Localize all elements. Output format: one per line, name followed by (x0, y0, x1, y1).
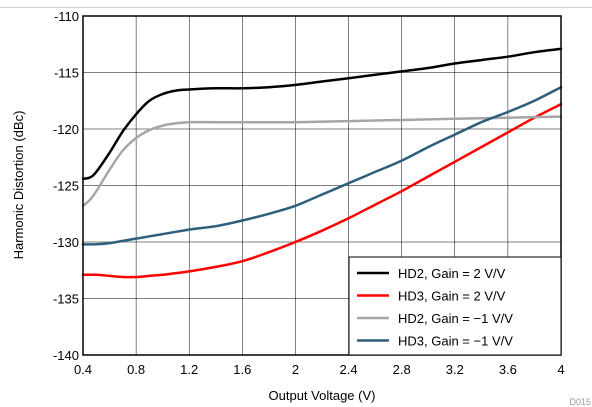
x-tick-label: 2.4 (340, 362, 358, 377)
legend: HD2, Gain = 2 V/V HD3, Gain = 2 V/V HD2, G… (348, 256, 562, 356)
y-axis-ticks: -140 -135 -130 -125 -120 -115 -110 (53, 9, 79, 363)
y-tick-label: -140 (53, 348, 79, 363)
x-tick-label: 1.2 (180, 362, 198, 377)
legend-label-2: HD3, Gain = 2 V/V (398, 289, 506, 304)
x-tick-label: 1.6 (233, 362, 251, 377)
plot-area-frame (82, 15, 562, 356)
series-lines (81, 47, 563, 279)
x-tick-label: 3.6 (499, 362, 517, 377)
series-line-4 (81, 85, 563, 246)
x-tick-label: 0.4 (74, 362, 92, 377)
x-tick-label: 2 (292, 362, 299, 377)
y-tick-label: -115 (54, 66, 79, 81)
series-line-1 (81, 47, 563, 180)
x-axis-ticks: 0.4 0.8 1.2 1.6 2 2.4 2.8 3.2 3.6 4 (74, 362, 565, 377)
x-tick-label: 3.2 (446, 362, 464, 377)
y-tick-label: -130 (53, 235, 79, 250)
x-tick-label: 2.8 (393, 362, 411, 377)
y-axis-title: Harmonic Distortion (dBc) (11, 111, 26, 260)
series-line-2 (81, 102, 563, 279)
legend-label-3: HD2, Gain = −1 V/V (398, 311, 513, 326)
legend-label-4: HD3, Gain = −1 V/V (398, 334, 513, 349)
x-tick-label: 0.8 (127, 362, 145, 377)
grid-lines (83, 16, 561, 355)
series-line-3 (81, 115, 563, 208)
y-tick-label: -110 (54, 9, 79, 24)
y-tick-label: -125 (53, 179, 79, 194)
x-tick-label: 4 (557, 362, 564, 377)
figure-id: D015 (569, 397, 591, 407)
legend-label-1: HD2, Gain = 2 V/V (398, 266, 506, 281)
y-tick-label: -120 (53, 122, 79, 137)
x-axis-title: Output Voltage (V) (269, 388, 376, 403)
y-tick-label: -135 (53, 292, 79, 307)
